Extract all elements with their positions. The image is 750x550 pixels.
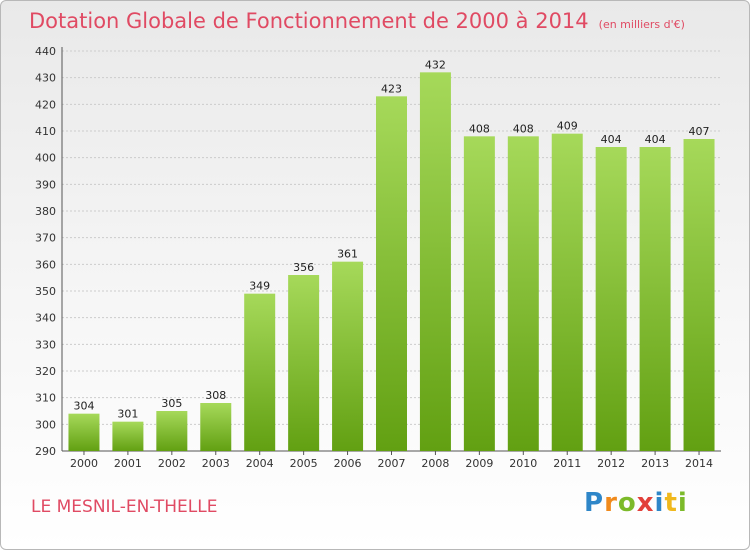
y-tick-label: 350 — [35, 285, 56, 298]
bar — [551, 133, 583, 451]
logo-letter: o — [617, 488, 637, 518]
x-tick-label: 2005 — [290, 457, 318, 470]
logo-letter: x — [636, 488, 655, 518]
bar — [507, 136, 539, 452]
logo-letter: i — [654, 488, 665, 518]
bar — [288, 275, 320, 451]
data-label: 305 — [161, 397, 182, 410]
x-tick-label: 2008 — [421, 457, 449, 470]
logo-letter: r — [604, 488, 618, 518]
data-label: 407 — [689, 125, 710, 138]
bar — [244, 293, 276, 451]
x-tick-label: 2007 — [378, 457, 406, 470]
x-tick-label: 2011 — [553, 457, 581, 470]
y-tick-label: 410 — [35, 125, 56, 138]
bar — [200, 403, 232, 451]
x-tick-label: 2003 — [202, 457, 230, 470]
x-tick-label: 2002 — [158, 457, 186, 470]
data-label: 404 — [645, 133, 666, 146]
data-label: 432 — [425, 58, 446, 71]
bar — [419, 72, 451, 451]
y-tick-label: 400 — [35, 152, 56, 165]
logo-letter: P — [584, 488, 605, 518]
data-label: 409 — [557, 120, 578, 133]
x-tick-label: 2012 — [597, 457, 625, 470]
y-tick-label: 380 — [35, 205, 56, 218]
bar — [595, 147, 627, 451]
x-tick-label: 2006 — [334, 457, 362, 470]
y-tick-label: 390 — [35, 178, 56, 191]
y-tick-label: 300 — [35, 418, 56, 431]
data-label: 349 — [249, 280, 270, 293]
bar — [463, 136, 495, 452]
y-tick-label: 430 — [35, 72, 56, 85]
chart-title: Dotation Globale de Fonctionnement de 20… — [29, 9, 685, 33]
x-tick-label: 2013 — [641, 457, 669, 470]
x-tick-label: 2004 — [246, 457, 274, 470]
y-tick-label: 290 — [35, 445, 56, 458]
x-tick-label: 2010 — [509, 457, 537, 470]
data-label: 304 — [73, 400, 94, 413]
x-tick-label: 2014 — [685, 457, 713, 470]
data-label: 301 — [117, 408, 138, 421]
data-label: 308 — [205, 389, 226, 402]
data-label: 361 — [337, 248, 358, 261]
data-label: 408 — [513, 122, 534, 135]
data-label: 423 — [381, 82, 402, 95]
commune-name: LE MESNIL-EN-THELLE — [31, 497, 218, 517]
data-label: 356 — [293, 261, 314, 274]
bar — [112, 421, 144, 451]
y-tick-label: 310 — [35, 392, 56, 405]
y-tick-label: 330 — [35, 338, 56, 351]
x-tick-label: 2009 — [465, 457, 493, 470]
x-tick-label: 2000 — [70, 457, 98, 470]
bar — [332, 261, 364, 451]
proxiti-logo: Proxiti — [584, 488, 688, 518]
bar — [156, 411, 188, 451]
data-label: 404 — [601, 133, 622, 146]
y-tick-label: 340 — [35, 312, 56, 325]
y-tick-label: 440 — [35, 45, 56, 58]
logo-letter: t — [664, 488, 678, 518]
bar — [683, 139, 715, 451]
y-tick-label: 320 — [35, 365, 56, 378]
data-label: 408 — [469, 122, 490, 135]
bar — [639, 147, 671, 451]
chart-title-main: Dotation Globale de Fonctionnement de 20… — [29, 9, 589, 33]
chart-subtitle: (en milliers d'€) — [598, 18, 685, 31]
bar — [376, 96, 407, 451]
y-tick-label: 420 — [35, 98, 56, 111]
x-tick-label: 2001 — [114, 457, 142, 470]
y-tick-label: 360 — [35, 258, 56, 271]
y-tick-label: 370 — [35, 232, 56, 245]
logo-letter: i — [677, 488, 688, 518]
bar — [68, 413, 100, 451]
